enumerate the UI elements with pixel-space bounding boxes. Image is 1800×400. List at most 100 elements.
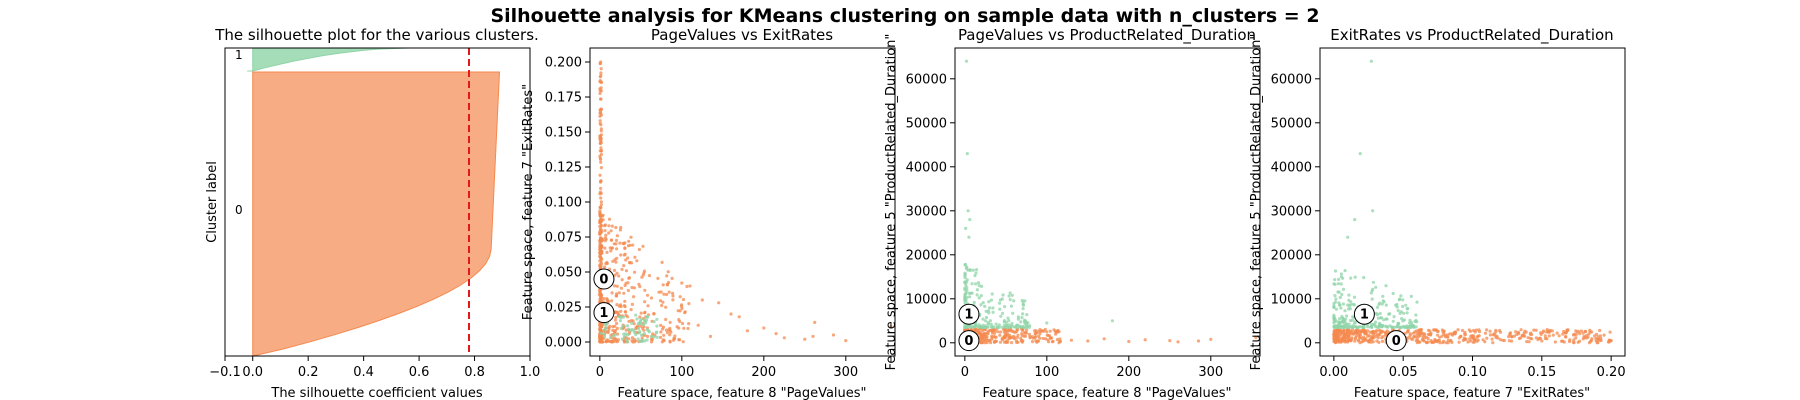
scatter-point-cluster-0 [1371,329,1375,333]
scatter-point-cluster-0 [615,321,619,326]
scatter-point-cluster-0 [598,91,602,96]
scatter-point-cluster-0 [1571,340,1575,344]
scatter-point-cluster-1 [624,338,628,342]
scatter-point-cluster-1 [1346,235,1350,239]
scatter-point-cluster-0 [646,293,650,297]
scatter-point-cluster-0 [649,296,654,300]
scatter-point-cluster-0 [632,295,636,299]
scatter-point-cluster-1 [1332,324,1336,328]
scatter-point-cluster-0 [598,291,602,295]
scatter-point-cluster-0 [1442,329,1446,333]
scatter-point-cluster-0 [627,276,632,280]
scatter-point-cluster-1 [1332,302,1336,306]
y-tick-label: 0.000 [545,336,582,351]
scatter-point-cluster-1 [1378,311,1382,316]
scatter-point-cluster-0 [629,235,633,239]
scatter-point-cluster-0 [1609,339,1613,343]
scatter-point-cluster-1 [1020,316,1024,320]
scatter-point-cluster-0 [599,149,604,153]
scatter-point-cluster-1 [1021,312,1025,316]
scatter-point-cluster-1 [975,268,979,272]
scatter-point-cluster-0 [1519,328,1523,332]
x-tick-label: 100 [669,365,694,380]
scatter-point-cluster-0 [688,284,692,288]
scatter-point-cluster-0 [1427,332,1431,337]
scatter-point-cluster-0 [613,318,618,322]
pagevalues-duration-panel: 100 100 200 3000100002000030000400005000060… [884,26,1261,400]
scatter-point-cluster-0 [1361,339,1365,343]
scatter-point-cluster-1 [613,333,617,337]
scatter-point-cluster-1 [1335,325,1339,329]
scatter-point-cluster-0 [700,298,704,302]
silhouette-ylabel: Cluster label [205,161,220,243]
scatter-point-cluster-0 [1585,336,1589,340]
scatter-point-cluster-0 [1579,329,1584,333]
scatter-point-cluster-0 [1254,335,1258,340]
scatter-point-cluster-1 [975,288,980,292]
scatter-point-cluster-1 [967,235,971,239]
scatter-point-cluster-0 [603,236,608,240]
scatter-point-cluster-0 [1483,340,1487,344]
x-tick-label: 0 [961,365,969,380]
scatter-point-cluster-0 [599,203,604,207]
scatter-point-cluster-0 [661,300,665,304]
scatter-point-cluster-1 [625,333,630,337]
scatter-point-cluster-0 [1527,340,1531,344]
scatter-point-cluster-1 [1006,316,1010,320]
scatter-point-cluster-0 [1337,334,1341,338]
scatter-point-cluster-0 [977,332,981,336]
scatter-point-cluster-0 [1538,336,1543,340]
scatter-point-cluster-0 [682,326,686,330]
scatter-point-cluster-1 [1371,209,1375,213]
scatter-point-cluster-0 [1595,332,1599,336]
scatter-point-cluster-1 [963,286,967,290]
scatter-point-cluster-0 [637,247,642,252]
scatter-point-cluster-0 [680,306,684,311]
scatter-point-cluster-0 [980,335,984,339]
scatter-point-cluster-0 [633,255,637,259]
scatter-point-cluster-0 [1485,328,1489,332]
y-tick-label: 0.175 [545,91,582,106]
cluster-center-label: 0 [1392,334,1401,349]
scatter-point-cluster-1 [652,320,656,324]
scatter-point-cluster-0 [598,134,602,138]
scatter-point-cluster-0 [603,239,607,243]
scatter-point-cluster-1 [964,284,968,288]
scatter-point-cluster-0 [1545,328,1549,332]
scatter-point-cluster-0 [617,291,621,295]
scatter-point-cluster-0 [1532,328,1536,332]
scatter-point-cluster-0 [620,278,624,282]
scatter-point-cluster-0 [626,288,631,293]
scatter-point-cluster-1 [981,301,985,305]
scatter-point-cluster-1 [625,324,630,328]
silhouette-xlabel: The silhouette coefficient values [270,386,482,400]
y-tick-label: 10000 [906,292,947,307]
scatter-point-cluster-0 [599,196,603,200]
scatter-point-cluster-1 [1376,316,1380,320]
scatter-point-cluster-1 [635,317,639,321]
scatter-point-cluster-0 [599,107,604,111]
scatter-point-cluster-0 [1474,328,1478,332]
scatter-point-cluster-1 [1408,324,1412,328]
scatter-point-cluster-1 [1351,315,1355,319]
y-tick-label: 60000 [1271,72,1312,87]
scatter-point-cluster-1 [1007,319,1011,323]
y-tick-label: 0.200 [545,56,582,71]
scatter-point-cluster-0 [646,334,650,338]
x-tick-label: 0.20 [1597,365,1626,380]
scatter-point-cluster-0 [598,238,602,242]
scatter-point-cluster-1 [1333,269,1338,273]
scatter-point-cluster-1 [1414,313,1418,317]
scatter-point-cluster-1 [1387,312,1391,316]
pv-er-ylabel: Feature space, feature 7 "ExitRates" [521,84,536,320]
scatter-point-cluster-0 [599,166,604,170]
scatter-point-cluster-1 [638,329,642,334]
cluster-center-label: 0 [599,273,608,288]
x-tick-label: 0.8 [464,365,485,380]
scatter-point-cluster-1 [618,319,623,323]
scatter-point-cluster-1 [974,271,978,275]
scatter-point-cluster-1 [1408,318,1412,322]
scatter-point-cluster-1 [1362,276,1366,280]
scatter-point-cluster-0 [622,253,626,257]
scatter-point-cluster-0 [599,67,603,71]
